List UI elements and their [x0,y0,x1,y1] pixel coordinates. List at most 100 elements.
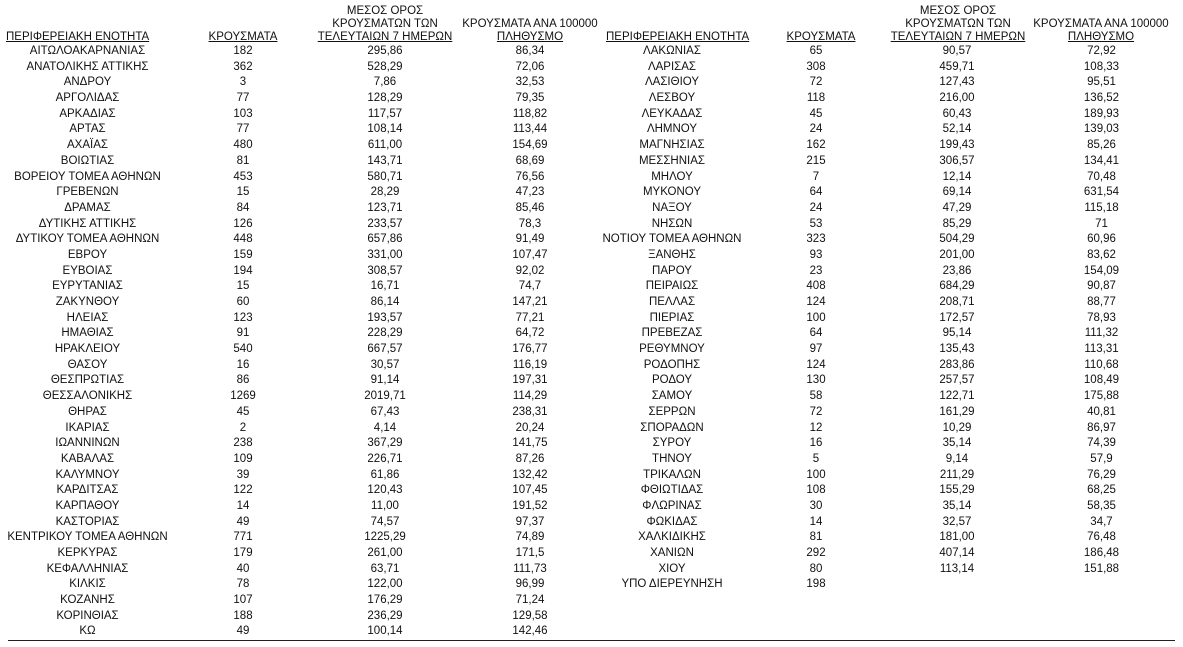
avg-7day-cell: 23,86 [942,264,972,277]
cases-cell: 124 [806,358,826,371]
avg-7day-cell: 306,57 [939,154,975,167]
cases-cell: 771 [233,531,253,544]
avg-7day-cell: 331,00 [367,248,403,261]
per100k-cell: 110,68 [1084,358,1119,371]
region-cell: ΗΜΑΘΙΑΣ [61,327,114,340]
avg-7day-cell: 199,43 [939,139,975,152]
per100k-cell: 72,06 [515,60,545,73]
cases-cell: 81 [236,154,250,167]
cases-cell: 23 [809,264,823,277]
cases-cell: 15 [236,280,250,293]
cases-cell: 80 [809,562,823,575]
avg-7day-cell: 113,14 [939,562,975,575]
cases-cell: 100 [806,468,826,481]
avg-7day-cell: 143,71 [367,154,403,167]
cases-cell: 159 [233,248,253,261]
avg-7day-cell: 216,00 [939,92,975,105]
region-cell: ΧΑΛΚΙΔΙΚΗΣ [638,531,706,544]
avg-7day-cell: 16,71 [370,280,400,293]
avg-7day-cell: 1225,29 [364,531,406,544]
per100k-cell: 129,58 [512,609,548,622]
cases-cell: 108 [806,484,826,497]
region-cell: ΜΗΛΟΥ [651,170,693,183]
cases-cell: 14 [809,515,823,528]
region-cell: ΠΙΕΡΙΑΣ [649,311,695,324]
per100k-cell: 70,48 [1087,170,1116,183]
region-cell: ΚΕΝΤΡΙΚΟΥ ΤΟΜΕΑ ΑΘΗΝΩΝ [7,531,168,544]
cases-cell: 162 [806,139,826,152]
header-avg: ΜΕΣΟΣ ΟΡΟΣ ΚΡΟΥΣΜΑΤΩΝ ΤΩΝ ΤΕΛΕΥΤΑΙΩΝ 7 Η… [890,5,1026,43]
cases-cell: 91 [236,327,250,340]
cases-cell: 15 [236,186,250,199]
avg-7day-cell: 122,00 [367,578,403,591]
region-cell: ΝΗΣΩΝ [651,217,693,230]
cases-cell: 16 [236,358,250,371]
per100k-cell: 111,32 [1084,327,1119,340]
avg-7day-cell: 86,14 [370,296,400,308]
cases-cell: 49 [236,515,250,528]
avg-7day-cell: 407,14 [939,547,975,559]
cases-cell: 14 [236,499,250,512]
cases-cell: 93 [809,248,823,261]
region-cell: ΑΡΚΑΔΙΑΣ [59,107,116,120]
bottom-rule [8,640,1175,641]
header-per100k: ΚΡΟΥΣΜΑΤΑ ΑΝΑ 100000 ΠΛΗΘΥΣΜΟ [1033,18,1169,43]
per100k-cell: 57,9 [1090,452,1113,465]
per100k-cell: 88,77 [1087,296,1116,308]
per100k-cell: 175,88 [1083,390,1120,403]
avg-7day-cell: 120,43 [367,484,403,497]
cases-cell: 3 [239,76,247,89]
region-cell: ΑΙΤΩΛΟΑΚΑΡΝΑΝΙΑΣ [29,45,146,57]
per100k-cell: 78,93 [1087,311,1116,324]
avg-7day-cell: 2019,71 [364,390,406,403]
per100k-cell: 86,97 [1087,421,1116,434]
avg-7day-cell: 261,00 [367,547,403,559]
avg-7day-cell: 257,57 [939,374,975,387]
region-cell: ΦΘΙΩΤΙΔΑΣ [640,484,704,497]
cases-cell: 118 [806,92,826,105]
cases-cell: 97 [809,343,823,356]
region-cell: ΡΟΔΟΠΗΣ [643,358,701,371]
avg-7day-cell: 580,71 [367,170,403,183]
region-cell: ΖΑΚΥΝΘΟΥ [55,296,120,308]
per100k-cell: 74,7 [518,280,542,293]
per100k-cell: 90,87 [1087,280,1116,293]
avg-7day-cell: 308,57 [367,264,403,277]
cases-cell: 103 [233,107,253,120]
region-cell: ΛΕΣΒΟΥ [648,92,696,105]
per100k-cell: 111,73 [513,562,547,575]
per100k-cell: 47,23 [515,186,545,199]
per100k-cell: 86,34 [515,45,545,57]
region-cell: ΚΑΡΠΑΘΟΥ [55,499,120,512]
per100k-cell: 151,88 [1083,562,1120,575]
region-cell: ΞΑΝΘΗΣ [648,248,696,261]
cases-cell: 24 [809,123,823,136]
region-cell: ΜΕΣΣΗΝΙΑΣ [638,154,706,167]
cases-cell: 7 [812,170,820,183]
per100k-cell: 142,46 [512,625,548,638]
cases-cell: 179 [233,547,253,559]
per100k-cell: 87,26 [515,452,545,465]
region-cell: ΘΕΣΣΑΛΟΝΙΚΗΣ [42,390,133,403]
per100k-cell: 95,51 [1087,76,1116,89]
cases-cell: 49 [236,625,250,638]
per100k-cell: 197,31 [512,374,548,387]
per100k-cell: 77,21 [515,311,545,324]
region-cell: ΚΑΛΥΜΝΟΥ [55,468,120,481]
cases-cell: 122 [233,484,253,497]
cases-cell: 362 [233,60,253,73]
per100k-cell: 74,89 [515,531,545,544]
cases-cell: 64 [809,186,823,199]
region-cell: ΜΑΓΝΗΣΙΑΣ [639,139,705,152]
avg-7day-cell: 283,86 [939,358,975,371]
cases-cell: 84 [236,201,250,214]
header-region: ΠΕΡΙΦΕΡΕΙΑΚΗ ΕΝΟΤΗΤΑ [606,31,750,43]
region-cell: ΚΕΡΚΥΡΑΣ [57,547,118,559]
region-cell: ΝΟΤΙΟΥ ΤΟΜΕΑ ΑΘΗΝΩΝ [602,233,742,246]
avg-7day-cell: 74,57 [370,515,400,528]
region-cell: ΑΝΔΡΟΥ [63,76,112,89]
cases-cell: 64 [809,327,823,340]
per100k-cell: 108,49 [1083,374,1120,387]
avg-7day-cell: 100,14 [367,625,403,638]
region-cell: ΑΡΤΑΣ [69,123,106,136]
